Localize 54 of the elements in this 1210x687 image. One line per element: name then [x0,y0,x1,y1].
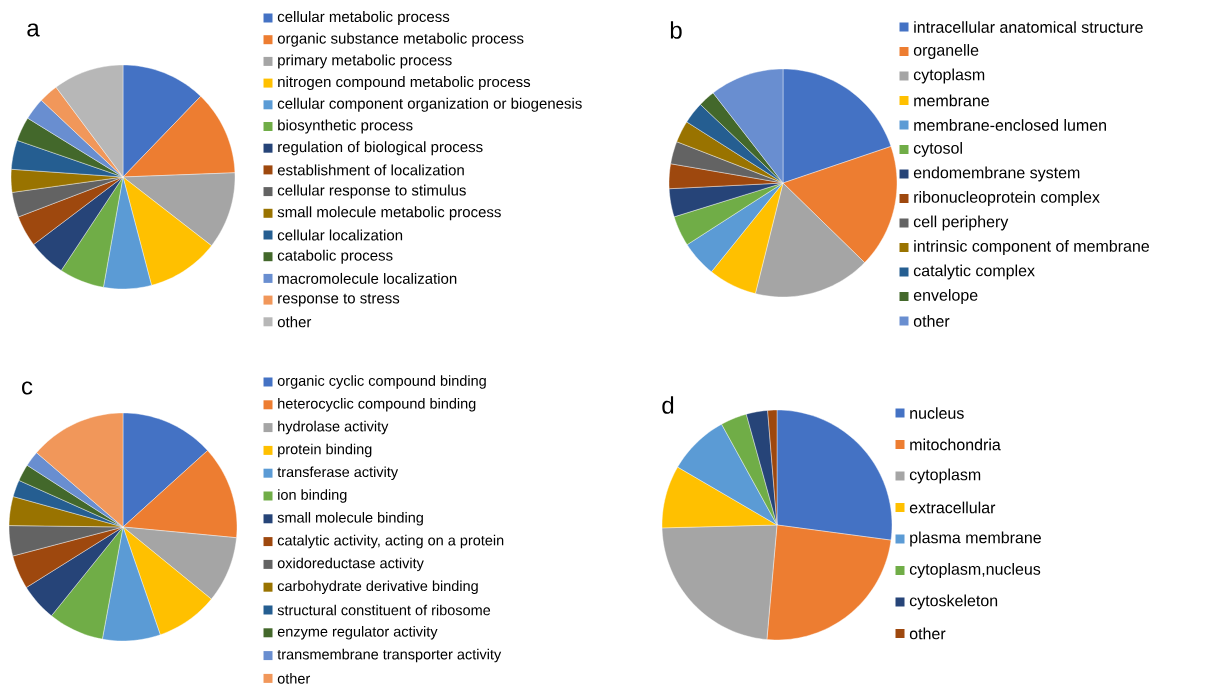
legend-label: small molecule binding [277,512,423,526]
chart-title: d [662,396,674,414]
legend-label: response to stress [278,293,400,307]
legend-label: cytosol [913,142,962,157]
legend-label: other [909,627,946,640]
chart-title: b [670,21,682,39]
legend-label: cytoplasm,nucleus [909,563,1041,578]
legend-label: carbohydrate derivative binding [277,580,478,594]
legend-label: establishment of localization [277,164,464,176]
legend-label: membrane [914,94,989,107]
legend-label: primary metabolic process [278,54,452,69]
legend-label: membrane-enclosed lumen [914,119,1106,131]
legend-label: protein binding [278,443,372,458]
legend-label: biosynthetic process [278,119,413,134]
legend-label: other [277,316,312,328]
legend-label: catalytic complex [913,264,1035,280]
legend-label: cell periphery [913,215,1009,231]
legend-label: enzyme regulator activity [277,626,438,640]
legend-label: cytoplasm [909,468,981,484]
legend-label: ribonucleoprotein complex [914,191,1100,206]
legend-label: catabolic process [277,249,393,264]
legend-label: other [277,673,311,684]
legend-label: nucleus [910,407,964,419]
legend-label: intrinsic component of membrane [914,240,1150,255]
legend-label: cellular localization [277,229,403,241]
legend-label: transferase activity [277,466,399,480]
legend-label: plasma membrane [910,531,1041,547]
legend-label: other [913,315,950,327]
legend-label: cytoskeleton [909,594,998,610]
legend-label: macromolecule localization [278,272,457,284]
legend-label: cellular component organization or biogenesis [277,97,582,112]
legend-label: extracellular [909,501,996,514]
chart-title: c [22,381,33,395]
legend-label: small molecule metabolic process [277,206,501,221]
legend-label: hydrolase activity [278,420,389,435]
legend-label: oxidoreductase activity [277,557,424,572]
legend-label: envelope [913,289,978,304]
legend-label: mitochondria [910,438,1001,451]
legend-label: cellular metabolic process [277,11,450,25]
legend-label: organic substance metabolic process [277,32,524,47]
legend-label: heterocyclic compound binding [278,398,476,412]
legend-label: endomembrane system [913,166,1080,182]
legend-label: organic cyclic compound binding [277,375,486,389]
chart-title: a [27,23,40,37]
legend-label: cytoplasm [913,68,985,84]
legend-label: structural constituent of ribosome [277,604,491,616]
legend-label: cellular response to stimulus [277,184,466,199]
legend-label: catalytic activity, acting on a protein [277,534,504,549]
legend-label: regulation of biological process [278,141,483,156]
legend-label: ion binding [278,489,347,503]
legend-label: intracellular anatomical structure [914,21,1143,33]
legend-label: organelle [913,44,979,59]
legend-label: transmembrane transporter activity [277,648,502,663]
legend-label: nitrogen compound metabolic process [278,76,531,91]
